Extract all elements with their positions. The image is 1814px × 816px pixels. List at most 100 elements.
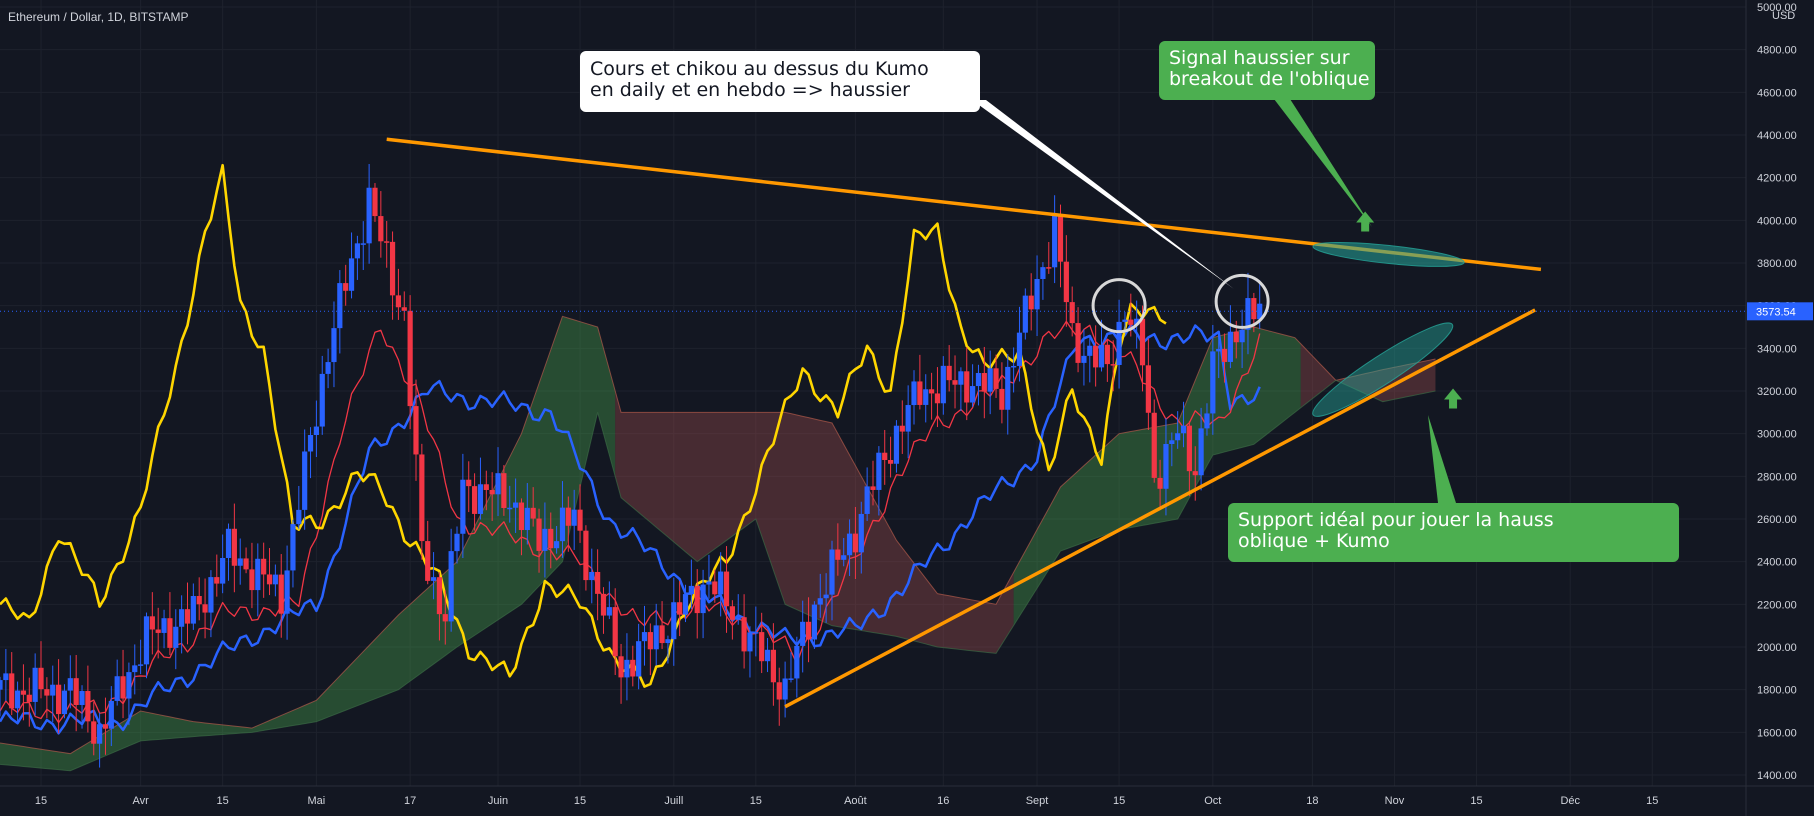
candle-body: [1216, 348, 1222, 352]
candle-body: [1098, 344, 1105, 368]
kumo-bull: [0, 316, 616, 771]
price-tick-label: 4000.00: [1757, 215, 1797, 227]
candle-body: [958, 371, 964, 385]
candle-body: [61, 690, 68, 715]
candle-body: [44, 689, 50, 696]
candle-body: [471, 486, 478, 514]
candle-body: [805, 621, 812, 640]
senkou-a-line: [0, 315, 1436, 755]
candle-body: [255, 558, 261, 591]
candle-body: [630, 659, 636, 677]
candle-body: [917, 381, 923, 405]
candle-body: [1180, 425, 1187, 434]
candle-body: [466, 479, 472, 487]
time-tick-label: Avr: [132, 795, 149, 807]
price-tick-label: 3000.00: [1757, 429, 1797, 441]
candle-body: [138, 664, 144, 666]
candle-body: [1175, 433, 1181, 441]
candle-body: [694, 585, 700, 614]
candle-body: [389, 241, 396, 296]
candle-body: [507, 507, 513, 510]
candle-body: [688, 585, 694, 595]
candle-body: [636, 641, 642, 677]
time-tick-label: 17: [404, 795, 416, 807]
time-tick-label: 15: [1113, 795, 1125, 807]
candle-body: [1151, 412, 1157, 478]
candle-body: [653, 625, 659, 650]
price-tick-label: 4800.00: [1757, 45, 1797, 57]
candle-body: [624, 659, 630, 678]
time-tick-label: Juin: [488, 795, 508, 807]
candle-body: [407, 310, 413, 407]
candle-body: [1198, 428, 1204, 476]
candle-body: [284, 570, 290, 614]
candle-body: [448, 551, 454, 622]
candle-body: [1040, 267, 1046, 279]
candle-body: [753, 632, 759, 634]
candle-body: [981, 373, 987, 392]
candle-body: [1139, 318, 1146, 366]
candle-body: [325, 362, 331, 374]
candle-body: [3, 673, 9, 681]
chikou-line: [0, 163, 1167, 688]
candle-body: [1022, 295, 1028, 333]
candle-body: [50, 684, 56, 696]
support-note-line1: Support idéal pour jouer la hauss: [1238, 509, 1554, 531]
candle-body: [266, 574, 273, 585]
kumo-note[interactable]: Cours et chikou au dessus du Kumo en dai…: [580, 51, 980, 112]
support-note-pointer: [1428, 415, 1456, 503]
candle-body: [1081, 355, 1087, 363]
candle-body: [372, 187, 378, 217]
candle-body: [1110, 364, 1116, 366]
candle-body: [425, 541, 431, 581]
candle-body: [589, 571, 595, 581]
candle-body: [436, 577, 443, 615]
candle-body: [1069, 302, 1075, 324]
price-tick-label: 2600.00: [1757, 514, 1797, 526]
candle-body: [852, 533, 859, 553]
time-tick-label: 15: [1646, 795, 1658, 807]
support-note[interactable]: Support idéal pour jouer la hauss obliqu…: [1228, 503, 1679, 562]
time-tick-label: 16: [937, 795, 949, 807]
candle-body: [366, 187, 372, 244]
price-tick-label: 2400.00: [1757, 557, 1797, 569]
candle-body: [249, 569, 255, 591]
candle-body: [102, 724, 109, 729]
candle-body: [120, 676, 126, 699]
price-tick-label: 3400.00: [1757, 343, 1797, 355]
candle-body: [706, 581, 712, 585]
candle-body: [1239, 329, 1245, 343]
candle-body: [677, 602, 683, 615]
candle-body: [331, 328, 337, 363]
candle-body: [26, 694, 32, 702]
time-tick-label: Août: [844, 795, 867, 807]
candle-body: [946, 365, 952, 381]
candle-body: [536, 518, 542, 551]
signal-note[interactable]: Signal haussier sur breakout de l'obliqu…: [1159, 41, 1375, 100]
candle-body: [155, 629, 161, 633]
candle-body: [1186, 425, 1192, 472]
candle-body: [161, 618, 167, 633]
candle-body: [858, 513, 864, 553]
candle-body: [1163, 443, 1169, 489]
candle-body: [454, 533, 460, 552]
arrow-up-icon: [1444, 388, 1463, 409]
candle-body: [729, 606, 735, 620]
candle-body: [1063, 261, 1069, 303]
candle-body: [1157, 477, 1163, 489]
candle-body: [612, 607, 618, 657]
grid: [0, 0, 1746, 786]
candle-body: [841, 555, 847, 560]
time-tick-label: 18: [1306, 795, 1318, 807]
candle-body: [577, 509, 583, 531]
candle-body: [524, 507, 530, 531]
candle-body: [565, 507, 571, 526]
price-tick-label: 3800.00: [1757, 258, 1797, 270]
candle-body: [79, 691, 85, 705]
candle-body: [173, 626, 179, 648]
candle-body: [32, 667, 38, 702]
candle-body: [1116, 321, 1122, 365]
candle-body: [419, 454, 425, 542]
